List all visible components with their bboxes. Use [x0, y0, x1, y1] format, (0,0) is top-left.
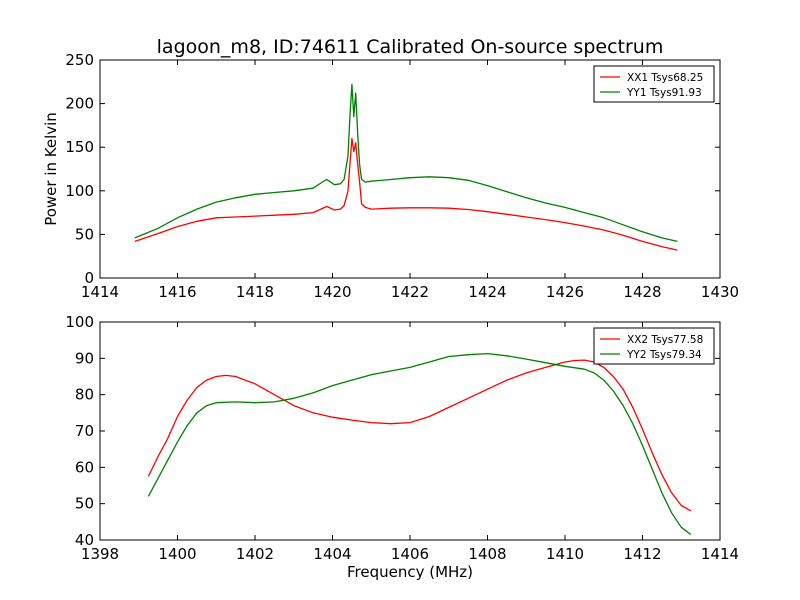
y-tick-label: 100	[65, 182, 94, 200]
legend: XX2 Tsys77.58 YY2 Tsys79.34	[593, 327, 715, 365]
series-line-yy	[134, 83, 678, 243]
x-tick-label: 1408	[468, 545, 506, 563]
figure-title: lagoon_m8, ID:74611 Calibrated On-source…	[157, 36, 664, 58]
x-tick-label: 1414	[701, 545, 739, 563]
legend-label: XX1 Tsys68.25	[627, 72, 703, 84]
x-tick-label: 1414	[81, 283, 119, 301]
y-tick-label: 40	[75, 531, 94, 549]
legend-box	[593, 65, 715, 103]
y-tick-label: 50	[75, 225, 94, 243]
y-tick-label: 150	[65, 138, 94, 156]
legend-label: YY2 Tsys79.34	[626, 349, 702, 361]
bottom-spectrum-panel: 1398 1400 1402 1404 1406 1408 1410 1412 1414 40 50…	[65, 313, 739, 563]
y-tick-label: 90	[75, 349, 94, 367]
legend-label: XX2 Tsys77.58	[627, 334, 703, 346]
x-tick-label: 1420	[313, 283, 351, 301]
x-tick-label: 1430	[701, 283, 739, 301]
x-tick-label: 1416	[158, 283, 196, 301]
top-spectrum-panel: 1414 1416 1418 1420 1422 1424 1426 1428 1430 0 50 1…	[65, 51, 739, 301]
x-tick-label: 1404	[313, 545, 351, 563]
x-tick-label: 1428	[623, 283, 661, 301]
legend: XX1 Tsys68.25 YY1 Tsys91.93	[593, 65, 715, 103]
y-tick-label: 0	[84, 269, 94, 287]
x-tick-label: 1402	[236, 545, 274, 563]
y-tick-label: 250	[65, 51, 94, 69]
x-tick-label: 1418	[236, 283, 274, 301]
y-tick-label: 80	[75, 386, 94, 404]
y-tick-label: 100	[65, 313, 94, 331]
x-tick-label: 1406	[391, 545, 429, 563]
y-tick-label: 200	[65, 95, 94, 113]
x-tick-label: 1412	[623, 545, 661, 563]
top-y-axis-label: Power in Kelvin	[42, 112, 60, 226]
x-tick-label: 1424	[468, 283, 506, 301]
x-tick-label: 1410	[546, 545, 584, 563]
y-tick-label: 70	[75, 422, 94, 440]
series-line-xx	[134, 137, 678, 251]
y-tick-label: 60	[75, 458, 94, 476]
x-tick-label: 1400	[158, 545, 196, 563]
x-tick-label: 1398	[81, 545, 119, 563]
series-line-xx	[147, 359, 692, 512]
x-tick-label: 1426	[546, 283, 584, 301]
y-tick-label: 50	[75, 495, 94, 513]
legend-label: YY1 Tsys91.93	[626, 87, 702, 99]
series-line-yy	[147, 352, 692, 536]
bottom-x-axis-label: Frequency (MHz)	[347, 563, 473, 581]
legend-box	[593, 327, 715, 365]
x-tick-label: 1422	[391, 283, 429, 301]
